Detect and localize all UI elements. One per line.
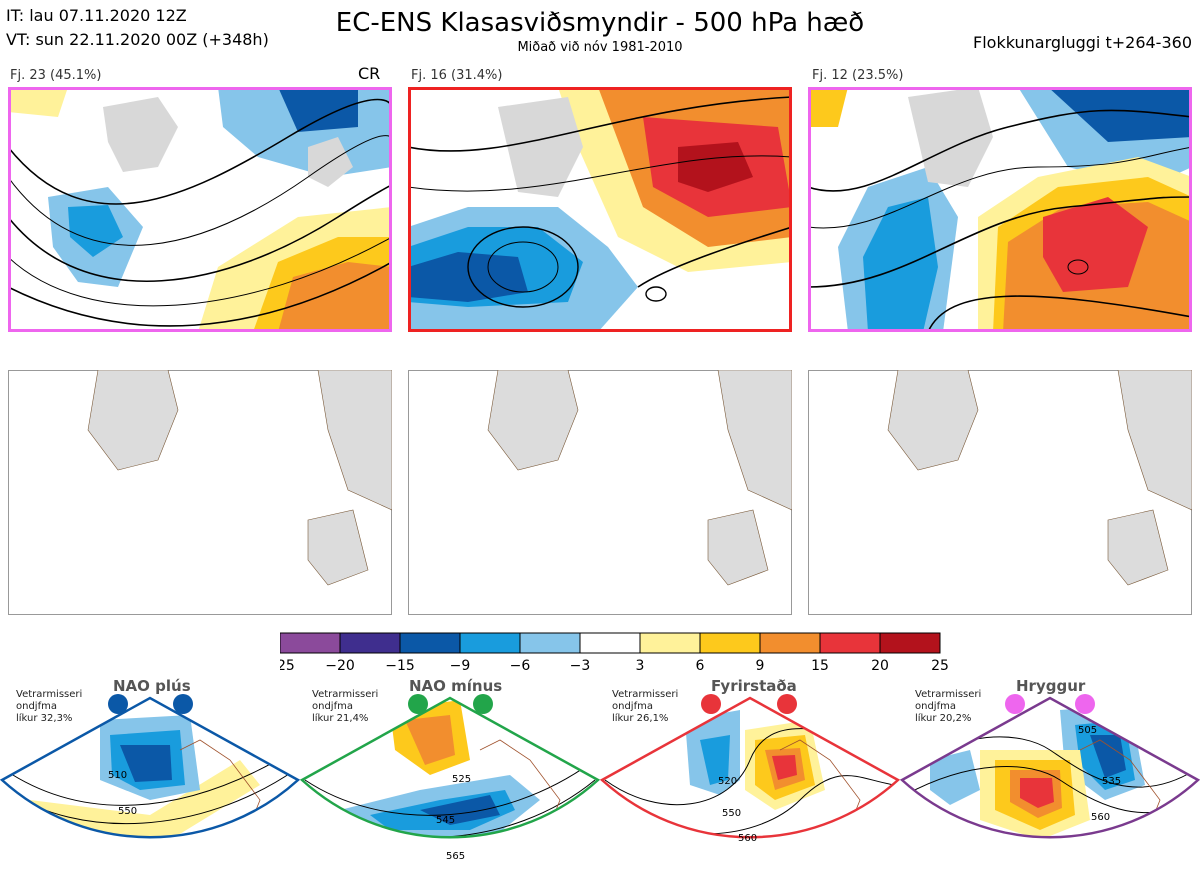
regime-3-dot-1 bbox=[701, 694, 721, 714]
regime-4-contour-535: 535 bbox=[1102, 776, 1121, 787]
page-subtitle: Miðað við nóv 1981-2010 bbox=[517, 40, 683, 55]
colorbar-swatch-2 bbox=[399, 632, 461, 654]
basemap-3 bbox=[808, 370, 1192, 615]
regime-2-note-line3: líkur 21,4% bbox=[312, 713, 369, 724]
regime-2-title: NAO mínus bbox=[409, 677, 503, 695]
regime-3-title: Fyrirstaða bbox=[711, 677, 797, 695]
colorbar-tick-6: 3 bbox=[636, 658, 645, 674]
regime-3-note-line3: líkur 26,1% bbox=[612, 713, 669, 724]
regime-3-contour-520: 520 bbox=[718, 776, 737, 787]
colorbar-swatch-4 bbox=[519, 632, 581, 654]
regime-4-note-line1: Vetrarmisseri bbox=[915, 689, 982, 700]
regime-4-dot-1 bbox=[1005, 694, 1025, 714]
cluster-3-border bbox=[808, 87, 1192, 332]
cluster-1-label: Fj. 23 (45.1%) bbox=[10, 68, 102, 83]
colorbar-swatch-6 bbox=[639, 632, 701, 654]
regime-2-note-line1: Vetrarmisseri bbox=[312, 689, 379, 700]
basemap-2 bbox=[408, 370, 792, 615]
regime-1-contour-550: 550 bbox=[118, 806, 137, 817]
regime-2-dot-1 bbox=[408, 694, 428, 714]
regime-2-contour-545: 545 bbox=[436, 815, 455, 826]
regime-3-contour-560: 560 bbox=[738, 833, 757, 844]
cluster-2-map bbox=[408, 87, 792, 332]
regime-2-contour-525: 525 bbox=[452, 774, 471, 785]
page-title: EC-ENS Klasasviðsmyndir - 500 hPa hæð bbox=[335, 8, 865, 38]
colorbar-tick-1: −20 bbox=[325, 658, 355, 674]
colorbar-tick-11: 25 bbox=[931, 658, 949, 674]
colorbar-tick-10: 20 bbox=[871, 658, 889, 674]
regime-4-title: Hryggur bbox=[1016, 677, 1086, 695]
colorbar-swatch-7 bbox=[699, 632, 761, 654]
cluster-1-border bbox=[8, 87, 392, 332]
regime-2-map: 525 545 565 bbox=[300, 694, 600, 862]
basemap-1 bbox=[8, 370, 392, 615]
colorbar: −25 −20 −15 −9 −6 −3 3 6 9 15 20 25 bbox=[280, 632, 949, 674]
cluster-3-label: Fj. 12 (23.5%) bbox=[812, 68, 904, 83]
regime-4-note-line2: ondjfma bbox=[915, 701, 956, 712]
regime-1-note-line1: Vetrarmisseri bbox=[16, 689, 83, 700]
regime-2-dot-2 bbox=[473, 694, 493, 714]
regime-1-dot-1 bbox=[108, 694, 128, 714]
regime-1-dot-2 bbox=[173, 694, 193, 714]
colorbar-swatch-0 bbox=[280, 632, 341, 654]
regime-1-title: NAO plús bbox=[113, 677, 191, 695]
colorbar-tick-4: −6 bbox=[510, 658, 531, 674]
regime-3-note-line2: ondjfma bbox=[612, 701, 653, 712]
regime-3-note-line1: Vetrarmisseri bbox=[612, 689, 679, 700]
regime-3-dot-2 bbox=[777, 694, 797, 714]
colorbar-swatch-9 bbox=[819, 632, 881, 654]
regime-3-contour-550: 550 bbox=[722, 808, 741, 819]
colorbar-tick-5: −3 bbox=[570, 658, 591, 674]
regime-4-contour-505: 505 bbox=[1078, 725, 1097, 736]
colorbar-tick-9: 15 bbox=[811, 658, 829, 674]
colorbar-swatch-5 bbox=[579, 632, 641, 654]
colorbar-swatch-3 bbox=[459, 632, 521, 654]
valid-time: VT: sun 22.11.2020 00Z (+348h) bbox=[6, 30, 269, 49]
colorbar-tick-3: −9 bbox=[450, 658, 471, 674]
regime-3-note: Vetrarmisseri ondjfma líkur 26,1% bbox=[612, 689, 678, 725]
regime-4-contour-560: 560 bbox=[1091, 812, 1110, 823]
colorbar-tick-0: −25 bbox=[280, 658, 295, 674]
regime-4-note: Vetrarmisseri ondjfma líkur 20,2% bbox=[915, 689, 981, 725]
colorbar-swatch-8 bbox=[759, 632, 821, 654]
cluster-2-border bbox=[408, 87, 792, 332]
regime-1-note-line3: líkur 32,3% bbox=[16, 713, 73, 724]
cluster-3-map bbox=[808, 87, 1192, 332]
regime-4-note-line3: líkur 20,2% bbox=[915, 713, 972, 724]
regime-2-contour-565: 565 bbox=[446, 851, 465, 862]
init-time: IT: lau 07.11.2020 12Z bbox=[6, 6, 187, 25]
regime-3-map: 520 550 560 bbox=[600, 694, 900, 844]
cluster-1-map bbox=[8, 87, 392, 332]
colorbar-tick-7: 6 bbox=[696, 658, 705, 674]
cluster-2-label: Fj. 16 (31.4%) bbox=[411, 68, 503, 83]
regime-1-contour-510: 510 bbox=[108, 770, 127, 781]
cluster-1-marker: CR bbox=[358, 64, 381, 83]
colorbar-tick-8: 9 bbox=[756, 658, 765, 674]
regime-4-map: 505 535 560 bbox=[900, 694, 1200, 839]
regime-2-note: Vetrarmisseri ondjfma líkur 21,4% bbox=[312, 689, 378, 725]
regime-1-note-line2: ondjfma bbox=[16, 701, 57, 712]
regime-1-note: Vetrarmisseri ondjfma líkur 32,3% bbox=[16, 689, 82, 725]
colorbar-tick-2: −15 bbox=[385, 658, 415, 674]
regime-4-dot-2 bbox=[1075, 694, 1095, 714]
classification-window: Flokkunargluggi t+264-360 bbox=[973, 33, 1192, 52]
regime-1-map: 510 550 bbox=[0, 694, 300, 839]
regime-2-note-line2: ondjfma bbox=[312, 701, 353, 712]
colorbar-swatch-10 bbox=[879, 632, 941, 654]
colorbar-swatch-1 bbox=[339, 632, 401, 654]
